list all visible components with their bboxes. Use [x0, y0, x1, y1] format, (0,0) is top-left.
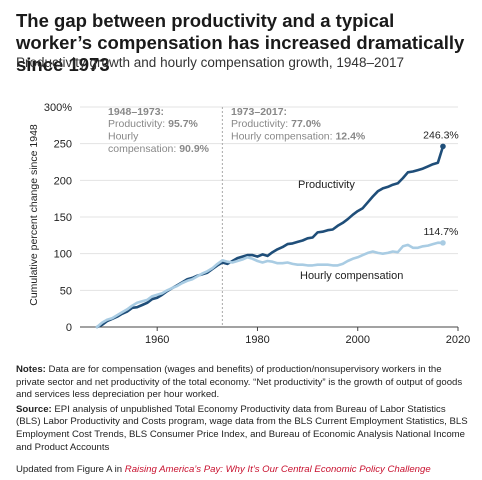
- annotation-value: 12.4%: [335, 131, 365, 143]
- productivity-line: [95, 145, 445, 329]
- productivity-series-label: Productivity: [298, 179, 355, 191]
- x-axis: 1960 1980 2000 2020: [80, 326, 470, 346]
- annotation-line: Productivity: 95.7%: [108, 118, 199, 130]
- source-paragraph: Source: EPI analysis of unpublished Tota…: [16, 404, 468, 454]
- updated-line: Updated from Figure A in Raising America…: [16, 464, 476, 475]
- annotation-label: compensation:: [108, 143, 179, 155]
- notes-block: Notes: Data are for compensation (wages …: [16, 364, 468, 456]
- y-tick-label: 50: [60, 285, 72, 297]
- y-tick-label: 0: [66, 322, 72, 334]
- productivity-end-dot: [440, 143, 446, 150]
- compensation-end-label: 114.7%: [424, 226, 459, 238]
- annotation-value: 95.7%: [168, 118, 198, 130]
- compensation-end-dot: [440, 240, 446, 246]
- annotation-label: Productivity:: [108, 118, 168, 130]
- source-label: Source:: [16, 403, 52, 415]
- compensation-line: [95, 241, 445, 329]
- annotations: 1948–1973:Productivity: 95.7%Hourlycompe…: [108, 106, 366, 155]
- line-chart: 0 50 100 150 200 250 300% 1960 1980 2000 2020 194…: [28, 102, 470, 346]
- annotation-label: Hourly compensation:: [231, 131, 335, 143]
- gridlines: [80, 106, 458, 328]
- annotation-period: 1948–1973:: [108, 106, 164, 118]
- x-tick-label: 2020: [446, 334, 470, 346]
- annotation-value: 90.9%: [179, 143, 209, 155]
- y-tick-label: 200: [54, 175, 72, 187]
- y-axis-label: Cumulative percent change since 1948: [28, 124, 40, 306]
- annotation-value: 77.0%: [291, 118, 321, 130]
- series-lines: [95, 143, 446, 329]
- annotation-line: Productivity: 77.0%: [231, 118, 322, 130]
- labels: 246.3% 114.7% Productivity Hourly compensat…: [298, 129, 459, 282]
- notes-text: Data are for compensation (wages and ben…: [16, 364, 463, 401]
- y-axis: 0 50 100 150 200 250 300%: [44, 102, 72, 334]
- x-tick-label: 1980: [245, 334, 269, 346]
- source-text: EPI analysis of unpublished Total Econom…: [16, 403, 468, 453]
- annotation-label: Productivity:: [231, 118, 291, 130]
- productivity-end-label: 246.3%: [423, 129, 459, 141]
- x-tick-label: 2000: [345, 334, 369, 346]
- notes-paragraph: Notes: Data are for compensation (wages …: [16, 364, 468, 402]
- chart-subtitle: Productivity growth and hourly compensat…: [16, 55, 404, 70]
- annotation-line: Hourly: [108, 131, 139, 143]
- chart-title: The gap between productivity and a typic…: [16, 10, 465, 75]
- y-tick-label: 150: [54, 212, 72, 224]
- y-tick-label: 250: [54, 139, 72, 151]
- updated-prefix: Updated from Figure A in: [16, 464, 125, 475]
- annotation-line: compensation: 90.9%: [108, 143, 210, 155]
- report-link[interactable]: Raising America’s Pay: Why It’s Our Cent…: [124, 464, 431, 475]
- notes-label: Notes:: [16, 364, 46, 375]
- compensation-series-label: Hourly compensation: [300, 270, 403, 282]
- y-tick-label: 300%: [44, 102, 72, 114]
- y-tick-label: 100: [54, 249, 72, 261]
- annotation-period: 1973–2017:: [231, 106, 287, 118]
- annotation-label: Hourly: [108, 131, 139, 143]
- annotation-line: Hourly compensation: 12.4%: [231, 131, 366, 143]
- x-tick-label: 1960: [145, 334, 169, 346]
